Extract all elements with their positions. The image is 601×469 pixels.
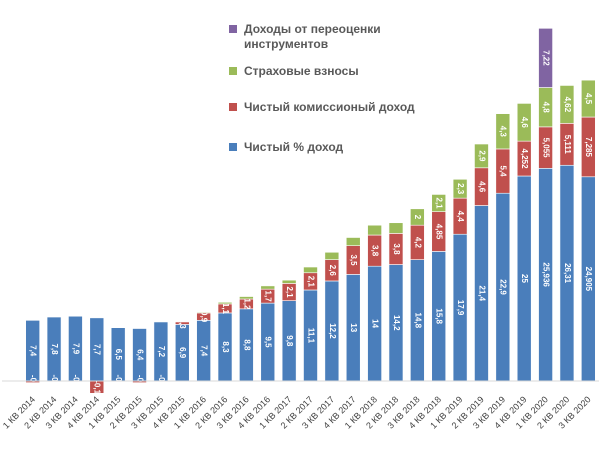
data-label-s1-26: 7,285: [584, 137, 593, 158]
data-label-s1-14: 2,6: [328, 265, 337, 277]
data-label-s1-3: -0,1: [93, 380, 102, 394]
data-label-s2-26: 4,5: [584, 93, 593, 105]
data-label-s2-19: 2,1: [435, 197, 444, 209]
bar-segment-s2-17: [388, 222, 404, 234]
bar-segment-s2-9: [217, 301, 233, 305]
data-label-s0-17: 14,2: [392, 315, 401, 331]
data-label-s0-8: 7,4: [200, 345, 209, 357]
legend-label-2: Страховые взносы: [244, 64, 359, 78]
data-label-s0-21: 21,4: [477, 285, 486, 301]
data-label-s1-4: -0,1: [114, 375, 123, 389]
data-label-s0-0: 7,4: [29, 345, 38, 357]
bar-segment-s2-20: [452, 178, 468, 199]
data-label-s0-3: 7,7: [93, 344, 102, 356]
bar-segment-s2-10: [239, 296, 254, 300]
bar-segment-s3-24: [538, 28, 553, 88]
data-label-s1-24: 5,055: [541, 138, 550, 159]
data-label-s1-10: 1,2: [242, 298, 251, 310]
data-label-s0-6: 7,2: [157, 346, 166, 358]
bar-segment-s2-11: [260, 285, 276, 290]
bar-segment-s2-26: [581, 79, 596, 118]
data-label-s3-24: 7,22: [541, 50, 550, 66]
bar-segment-s1-7: [174, 321, 190, 325]
data-label-s1-19: 4,85: [435, 224, 444, 240]
data-label-s0-1: 7,8: [50, 343, 59, 355]
data-label-s2-21: 2,9: [477, 150, 486, 162]
data-label-s1-0: -0,2: [29, 375, 38, 389]
bar-segment-s2-23: [516, 103, 532, 142]
data-label-s2-20: 2,3: [456, 183, 465, 195]
legend: Доходы от переоценки инструментов Страховы…: [229, 22, 415, 154]
data-label-s0-7: 6,9: [178, 347, 187, 359]
data-label-s1-17: 3,8: [392, 243, 401, 255]
data-label-s0-4: 6,5: [114, 349, 123, 361]
data-label-s1-1: -0,1: [50, 375, 59, 389]
data-label-s1-20: 4,4: [456, 211, 465, 223]
data-label-s0-14: 12,2: [328, 323, 337, 339]
data-label-s0-9: 8,3: [221, 341, 230, 353]
data-label-s0-26: 24,905: [584, 267, 593, 292]
legend-swatch-1: [229, 103, 237, 111]
data-label-s1-13: 2,1: [306, 276, 315, 288]
data-label-s0-19: 15,8: [435, 308, 444, 324]
data-label-s1-7: 0,3: [178, 318, 187, 330]
bar-segment-s2-13: [303, 266, 318, 274]
data-label-s0-13: 11,1: [306, 328, 315, 344]
data-label-s1-15: 3,5: [349, 254, 358, 266]
data-label-s0-16: 14: [371, 319, 380, 328]
data-label-s1-23: 4,252: [520, 149, 529, 170]
data-label-s2-22: 4,3: [499, 126, 508, 138]
bar-segment-s2-18: [410, 208, 425, 226]
data-label-s1-9: 1,1: [221, 303, 230, 315]
data-label-s1-21: 4,6: [477, 181, 486, 193]
data-label-s1-12: 2,1: [285, 286, 294, 298]
data-label-s2-25: 4,62: [563, 97, 572, 113]
data-label-s1-18: 4,2: [413, 237, 422, 249]
data-label-s0-18: 14,8: [413, 313, 422, 329]
data-label-s1-5: -0,1: [135, 375, 144, 389]
bar-segment-s2-8: [196, 311, 211, 314]
data-label-s1-2: -0,1: [71, 375, 80, 389]
bar-segment-s2-14: [324, 251, 340, 260]
data-label-s1-11: 1,7: [264, 291, 273, 303]
bar-segment-s2-19: [431, 194, 447, 212]
bar-segment-s2-16: [367, 224, 382, 236]
legend-swatch-0: [229, 143, 237, 151]
data-label-s2-18: 2: [413, 215, 422, 220]
data-label-s0-5: 6,4: [135, 349, 144, 361]
data-label-s0-10: 8,8: [242, 339, 251, 351]
data-label-s0-15: 13: [349, 323, 358, 332]
data-label-s2-24: 4,8: [541, 102, 550, 114]
data-label-s0-11: 9,5: [264, 336, 273, 348]
legend-label-1: Чистый комиссионый доход: [244, 100, 415, 114]
data-label-s1-25: 5,111: [563, 135, 572, 155]
bar-segment-s2-12: [281, 279, 297, 284]
data-label-s1-16: 3,8: [371, 245, 380, 257]
data-label-s1-6: -0,1: [157, 375, 166, 389]
data-label-s0-22: 22,9: [499, 279, 508, 295]
data-label-s1-22: 5,4: [499, 166, 508, 178]
bar-segment-s2-25: [559, 85, 575, 124]
legend-swatch-3: [229, 25, 237, 33]
data-label-s0-20: 17,9: [456, 300, 465, 316]
bar-segment-s2-15: [345, 237, 361, 246]
bar-segment-s2-22: [495, 113, 511, 150]
data-label-s0-23: 25: [520, 274, 529, 283]
data-label-s2-23: 4,6: [520, 117, 529, 129]
data-label-s1-8: 0,9: [200, 311, 209, 323]
data-label-s0-12: 9,8: [285, 335, 294, 347]
legend-label-0: Чистый % доход: [244, 140, 344, 154]
data-label-s0-24: 25,936: [541, 262, 550, 287]
legend-label-3: Доходы от переоценки инструментов: [244, 22, 381, 51]
data-label-s0-25: 26,31: [563, 263, 572, 284]
bars-layer: 7,4 -0,2 7,8 -0,1 7,9 -0,1 7,7 -0,1 6,5 -0,1 6,4 -0…: [25, 28, 596, 395]
bar-segment-s2-21: [474, 143, 489, 169]
legend-swatch-2: [229, 67, 237, 75]
data-label-s0-2: 7,9: [71, 343, 80, 355]
